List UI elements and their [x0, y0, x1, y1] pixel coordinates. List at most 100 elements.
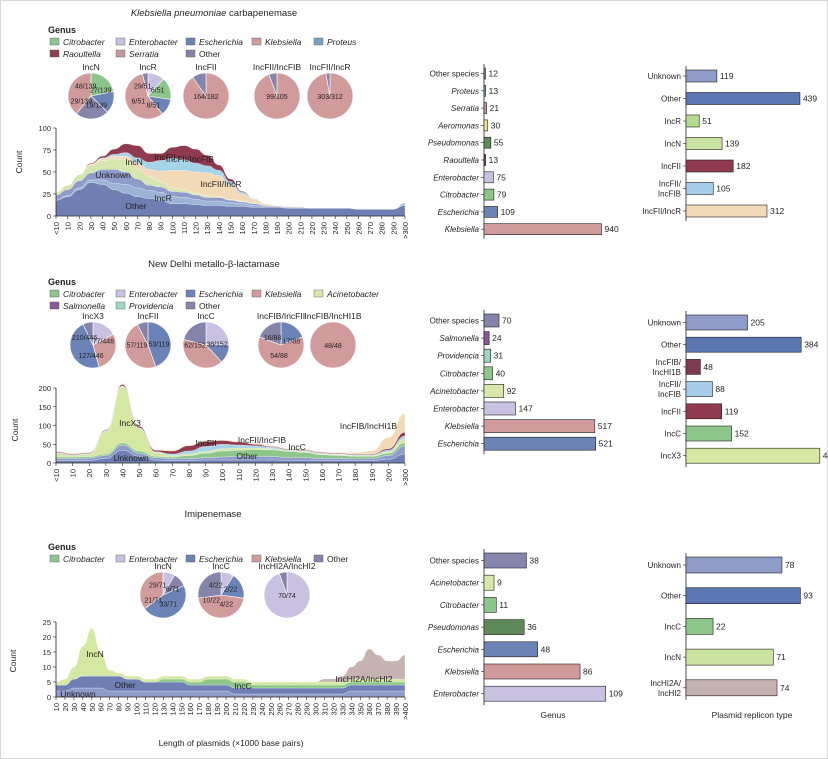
x-tick-label: 30	[102, 469, 111, 477]
bar-label: Escherichia	[438, 440, 480, 449]
x-tick-label: 230	[249, 703, 258, 716]
x-tick-label: 370	[374, 703, 383, 716]
legend-swatch	[313, 289, 324, 298]
area-label: IncN	[86, 649, 103, 659]
area-label: Unknown	[113, 453, 149, 463]
x-tick-label: 260	[354, 222, 363, 235]
legend-item-enterobacter: Enterobacter	[129, 289, 179, 299]
x-tick-label: 250	[343, 222, 352, 235]
pie-slice	[259, 321, 282, 346]
genus-bars-imp: Other species 38 Acinetobacter 9 Citrobacter…	[428, 549, 623, 706]
pie-value: 17/88	[283, 338, 301, 345]
y-tick-label: 75	[43, 146, 51, 155]
x-tick-label: 120	[192, 222, 201, 235]
replicon-bars-kpc: Unknown 119 Other 439 IncR 51 IncN 139 IncFII 182…	[642, 66, 817, 221]
pie-slice	[67, 72, 92, 115]
x-tick-label: 20	[75, 222, 84, 230]
pie-value: 4/22	[219, 602, 233, 609]
x-tick-label: 80	[185, 469, 194, 477]
legend-item-enterobacter: Enterobacter	[129, 37, 179, 47]
legend-swatch	[115, 37, 126, 46]
x-tick-label: 140	[285, 469, 294, 482]
bar-label: Serratia	[451, 104, 480, 113]
bar-label: IncC	[665, 622, 682, 631]
pie-slice	[192, 72, 207, 97]
x-tick-label: 110	[141, 703, 150, 715]
bar-value: 109	[609, 689, 623, 699]
pie-slice	[182, 338, 223, 369]
bar	[483, 188, 495, 201]
bar-label: Enterobacter	[433, 405, 479, 414]
bar-value: 79	[497, 190, 507, 200]
bar-value: 384	[804, 340, 818, 350]
bar	[685, 314, 748, 331]
panel-title-ndm: New Delhi metallo-β-lactamase	[148, 259, 280, 270]
bar-value: 119	[725, 406, 739, 416]
bar-label: Enterobacter	[433, 690, 479, 699]
x-tick-label: 100	[168, 222, 177, 235]
pie-label: IncFII	[195, 62, 216, 72]
bar	[483, 206, 498, 218]
pie-value: 6/71	[166, 587, 180, 594]
x-tick-label: 100	[218, 469, 227, 482]
bar-value: 40	[496, 368, 506, 378]
legend-title: Genus	[48, 277, 76, 287]
bar	[685, 204, 768, 218]
pie-inchi2a-inchi2: IncHI2A/IncHI2 70/74	[258, 561, 316, 619]
y-tick-label: 100	[38, 422, 51, 431]
bar	[483, 348, 491, 363]
legend-swatch	[251, 289, 262, 298]
pie-slice	[124, 324, 157, 369]
pie-value: 6/51	[131, 98, 145, 105]
pie-slice	[309, 321, 357, 369]
legend-swatch	[185, 37, 196, 46]
bar-value: 9	[497, 578, 502, 588]
legend-swatch	[185, 301, 196, 310]
bar-value: 24	[492, 333, 502, 343]
replicon-axis-title: Plasmid replicon type	[712, 710, 793, 720]
x-tick-label: 330	[338, 703, 347, 716]
bar-label: Klebsiella	[445, 668, 480, 677]
bar-label: Other species	[430, 70, 479, 79]
x-tick-label: 150	[177, 703, 186, 716]
bar-value: 21	[490, 103, 500, 113]
pie-value: 164/182	[193, 94, 218, 101]
x-tick-label: 200	[222, 703, 231, 716]
x-tick-label: 310	[320, 703, 329, 716]
bar-label: IncHI2	[658, 689, 682, 698]
x-tick-label: 40	[99, 222, 108, 230]
legend-swatch	[49, 49, 60, 58]
x-tick-label: 150	[301, 469, 310, 482]
legend-item-escherichia: Escherichia	[199, 554, 243, 564]
replicon-bars-imp: Unknown 78 Other 93 IncC 22 IncN 71 IncHI2A/IncH…	[648, 553, 813, 700]
pie-label: IncFIB/IncFII	[257, 311, 305, 321]
legend-item-citrobacter: Citrobacter	[63, 37, 106, 47]
bar-value: 205	[751, 318, 765, 328]
genus-axis-title: Genus	[540, 710, 565, 720]
area-label: IncFII/IncFIB	[238, 435, 287, 445]
pie-slice	[144, 585, 187, 619]
bar-label: Providencia	[437, 352, 479, 361]
bar-value: 86	[583, 667, 593, 677]
bar	[685, 182, 714, 195]
area-label: Unknown	[60, 689, 96, 699]
area-label: Other	[114, 680, 135, 690]
x-tick-label: 280	[378, 222, 387, 235]
legend-ndm: Genus Citrobacter Enterobacter Escherichia K…	[48, 277, 380, 311]
pie-value: 127/446	[78, 353, 103, 360]
bar-value: 93	[803, 591, 813, 601]
x-tick-label: 110	[180, 222, 189, 234]
pie-value: 10/22	[203, 597, 221, 604]
y-tick-label: 50	[43, 440, 51, 449]
x-tick-label: 30	[87, 222, 96, 230]
pie-value: 2/22	[224, 587, 238, 594]
legend-swatch	[115, 554, 126, 563]
bar-label: Citrobacter	[440, 369, 479, 378]
legend-swatch	[115, 301, 126, 310]
x-tick-label: 40	[118, 469, 127, 477]
pie-slice	[325, 72, 331, 97]
